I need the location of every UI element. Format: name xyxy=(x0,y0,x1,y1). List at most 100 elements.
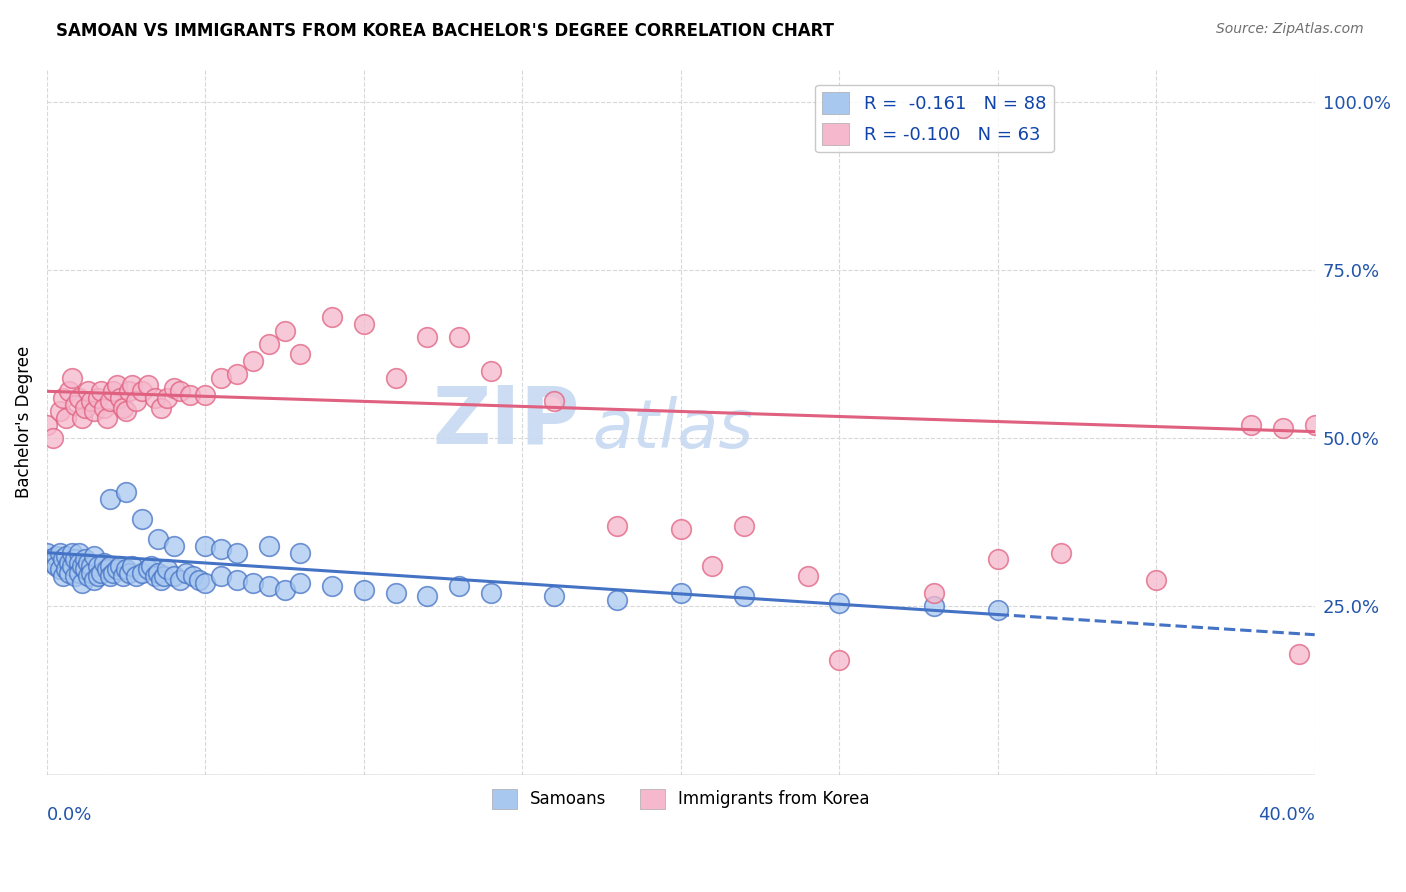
Point xyxy=(194,387,217,401)
Point xyxy=(606,592,628,607)
Point xyxy=(321,310,343,325)
Point xyxy=(163,539,186,553)
Point xyxy=(131,566,153,580)
Point xyxy=(108,391,131,405)
Point xyxy=(93,401,115,416)
Point xyxy=(121,377,143,392)
Point xyxy=(1144,573,1167,587)
Point xyxy=(96,562,118,576)
Point xyxy=(70,576,93,591)
Point xyxy=(447,579,470,593)
Point xyxy=(115,485,138,500)
Point xyxy=(93,556,115,570)
Point xyxy=(257,579,280,593)
Point xyxy=(163,381,186,395)
Point xyxy=(447,330,470,344)
Point xyxy=(70,559,93,574)
Text: 40.0%: 40.0% xyxy=(1258,806,1315,824)
Point xyxy=(96,411,118,425)
Point xyxy=(257,337,280,351)
Point xyxy=(124,394,146,409)
Point xyxy=(86,569,108,583)
Point xyxy=(105,377,128,392)
Point xyxy=(242,576,264,591)
Point xyxy=(35,417,58,432)
Point xyxy=(669,586,692,600)
Point xyxy=(733,590,755,604)
Point xyxy=(77,556,100,570)
Point xyxy=(98,394,121,409)
Point xyxy=(1050,546,1073,560)
Point xyxy=(416,330,439,344)
Point xyxy=(924,586,946,600)
Point xyxy=(67,546,90,560)
Point xyxy=(45,549,67,563)
Point xyxy=(290,576,312,591)
Point xyxy=(90,384,112,399)
Point xyxy=(86,559,108,574)
Point xyxy=(226,573,249,587)
Point xyxy=(141,559,163,574)
Point xyxy=(118,566,141,580)
Point xyxy=(103,566,125,580)
Point xyxy=(1271,421,1294,435)
Point xyxy=(103,384,125,399)
Point xyxy=(115,404,138,418)
Point xyxy=(156,562,179,576)
Point xyxy=(105,562,128,576)
Point xyxy=(39,552,62,566)
Text: ZIP: ZIP xyxy=(432,383,579,460)
Point xyxy=(65,398,87,412)
Point xyxy=(1303,417,1326,432)
Point xyxy=(150,401,173,416)
Point xyxy=(257,539,280,553)
Point xyxy=(321,579,343,593)
Point xyxy=(226,368,249,382)
Point xyxy=(52,552,75,566)
Point xyxy=(67,566,90,580)
Point xyxy=(83,549,105,563)
Point xyxy=(150,573,173,587)
Y-axis label: Bachelor's Degree: Bachelor's Degree xyxy=(15,345,32,498)
Point xyxy=(80,566,103,580)
Point xyxy=(242,354,264,368)
Point xyxy=(209,569,232,583)
Point xyxy=(48,546,70,560)
Point xyxy=(153,569,176,583)
Point xyxy=(290,347,312,361)
Point xyxy=(115,562,138,576)
Point xyxy=(209,371,232,385)
Point xyxy=(90,566,112,580)
Point xyxy=(118,384,141,399)
Point xyxy=(543,394,565,409)
Text: 0.0%: 0.0% xyxy=(46,806,93,824)
Point xyxy=(48,404,70,418)
Point xyxy=(83,404,105,418)
Point xyxy=(70,411,93,425)
Point xyxy=(121,559,143,574)
Point xyxy=(143,569,166,583)
Point xyxy=(987,552,1010,566)
Point xyxy=(65,569,87,583)
Point xyxy=(353,317,375,331)
Point xyxy=(169,573,191,587)
Point xyxy=(60,371,83,385)
Point xyxy=(176,566,198,580)
Point xyxy=(179,387,201,401)
Point xyxy=(479,586,502,600)
Point xyxy=(543,590,565,604)
Point xyxy=(188,573,211,587)
Point xyxy=(1240,417,1263,432)
Point xyxy=(83,573,105,587)
Point xyxy=(52,569,75,583)
Point xyxy=(42,431,65,445)
Point xyxy=(606,518,628,533)
Point xyxy=(181,569,204,583)
Point xyxy=(290,546,312,560)
Point xyxy=(384,371,406,385)
Point xyxy=(58,556,80,570)
Point xyxy=(669,522,692,536)
Point xyxy=(273,582,295,597)
Point xyxy=(828,596,851,610)
Point xyxy=(226,546,249,560)
